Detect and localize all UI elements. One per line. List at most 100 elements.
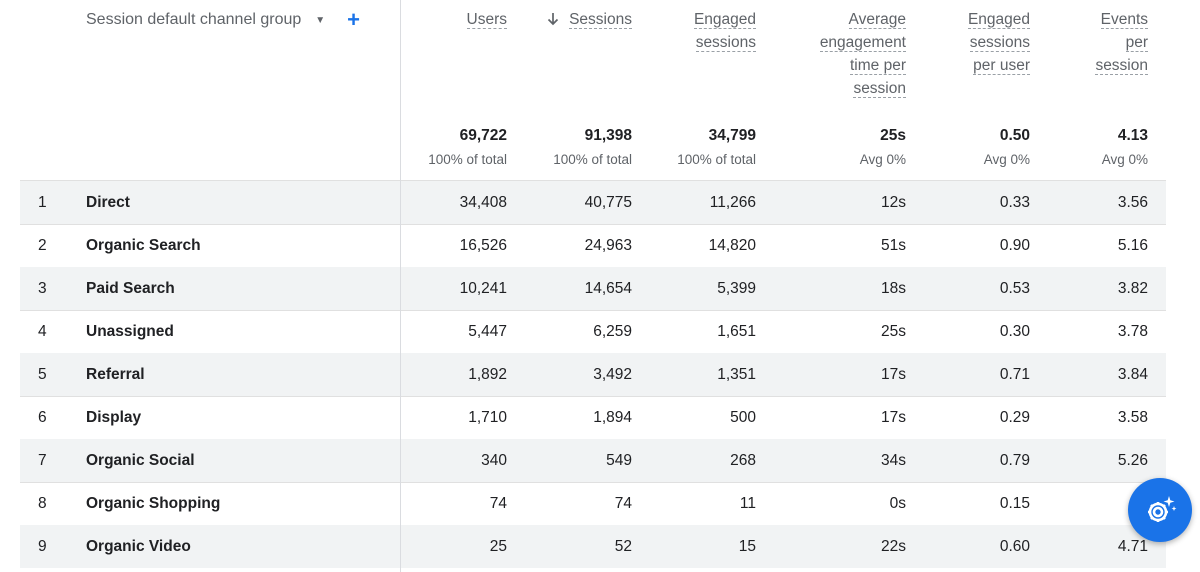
row-avg-engagement-time: 17s: [881, 366, 906, 383]
table-row[interactable]: 9 Organic Video 25 52 15 22s 0.60 4.71: [20, 525, 1166, 568]
row-sessions: 24,963: [584, 237, 632, 254]
total-events-per-session: 4.13 Avg 0%: [1102, 126, 1148, 168]
header-eps-line-3: session: [1095, 57, 1148, 75]
row-sessions: 14,654: [584, 280, 632, 297]
header-engaged-line-2: sessions: [695, 34, 756, 52]
row-channel: Unassigned: [86, 323, 174, 340]
row-channel: Direct: [86, 194, 130, 211]
row-sessions: 40,775: [584, 194, 632, 211]
header-eps-line-2: per: [1125, 34, 1148, 52]
header-avg-line-1: Average: [848, 11, 906, 29]
total-avg-sub: Avg 0%: [859, 152, 906, 167]
header-engaged-line-1: Engaged: [693, 11, 756, 29]
total-engaged-value: 34,799: [708, 127, 756, 144]
plus-icon[interactable]: +: [347, 7, 361, 32]
dimension-label: Session default channel group: [86, 11, 302, 28]
row-events-per-session: 3.56: [1117, 194, 1148, 211]
row-index: 9: [38, 538, 47, 555]
header-epu-line-2: sessions: [969, 34, 1030, 52]
row-engaged-per-user: 0.30: [999, 323, 1030, 340]
row-sessions: 3,492: [593, 366, 632, 383]
row-index: 8: [38, 495, 47, 512]
row-channel: Display: [86, 409, 142, 426]
row-engaged-per-user: 0.29: [999, 409, 1030, 426]
total-eps-value: 4.13: [1117, 127, 1148, 144]
row-events-per-session: 5.26: [1117, 452, 1148, 469]
row-index: 1: [38, 194, 47, 211]
row-index: 3: [38, 280, 47, 297]
header-avg-engagement-time[interactable]: Average engagement time per session: [819, 8, 906, 100]
row-engaged-per-user: 0.33: [999, 194, 1030, 211]
row-engaged-per-user: 0.53: [999, 280, 1030, 297]
table-row[interactable]: 5 Referral 1,892 3,492 1,351 17s 0.71 3.…: [20, 353, 1166, 396]
table-row[interactable]: 1 Direct 34,408 40,775 11,266 12s 0.33 3…: [20, 181, 1166, 224]
row-avg-engagement-time: 0s: [889, 495, 906, 512]
total-engaged-sessions: 34,799 100% of total: [677, 126, 756, 168]
row-sessions: 52: [614, 538, 632, 555]
row-events-per-session: 3.58: [1117, 409, 1148, 426]
row-avg-engagement-time: 22s: [881, 538, 906, 555]
row-channel: Organic Shopping: [86, 495, 221, 512]
row-avg-engagement-time: 34s: [881, 452, 906, 469]
settings-sparkle-icon[interactable]: [1128, 478, 1192, 542]
total-sessions-sub: 100% of total: [553, 152, 632, 167]
dimension-header[interactable]: Session default channel group ▼ +: [86, 7, 361, 32]
row-users: 34,408: [459, 194, 507, 211]
header-eps-line-1: Events: [1100, 11, 1148, 29]
row-events-per-session: 3.84: [1117, 366, 1148, 383]
header-epu-line-1: Engaged: [967, 11, 1030, 29]
header-engaged-sessions[interactable]: Engaged sessions: [693, 8, 756, 54]
row-users: 340: [481, 452, 507, 469]
table-row[interactable]: 4 Unassigned 5,447 6,259 1,651 25s 0.30 …: [20, 310, 1166, 353]
row-engaged-sessions: 1,651: [717, 323, 756, 340]
table-row[interactable]: 7 Organic Social 340 549 268 34s 0.79 5.…: [20, 439, 1166, 482]
row-users: 5,447: [468, 323, 507, 340]
table-row[interactable]: 8 Organic Shopping 74 74 11 0s 0.15 3.: [20, 482, 1166, 525]
header-users[interactable]: Users: [466, 8, 507, 31]
row-engaged-per-user: 0.60: [999, 538, 1030, 555]
row-events-per-session: 3.82: [1117, 280, 1148, 297]
total-epu-sub: Avg 0%: [983, 152, 1030, 167]
row-divider: [20, 396, 1166, 397]
header-avg-line-4: session: [853, 80, 906, 98]
row-engaged-sessions: 268: [730, 452, 756, 469]
header-events-per-session[interactable]: Events per session: [1095, 8, 1148, 77]
total-engaged-sub: 100% of total: [677, 152, 756, 167]
row-index: 6: [38, 409, 47, 426]
row-engaged-sessions: 1,351: [717, 366, 756, 383]
row-avg-engagement-time: 18s: [881, 280, 906, 297]
row-events-per-session: 4.71: [1117, 538, 1148, 555]
row-users: 25: [489, 538, 507, 555]
table-row[interactable]: 6 Display 1,710 1,894 500 17s 0.29 3.58: [20, 396, 1166, 439]
row-index: 4: [38, 323, 47, 340]
table-row[interactable]: 2 Organic Search 16,526 24,963 14,820 51…: [20, 224, 1166, 267]
row-users: 74: [489, 495, 507, 512]
row-avg-engagement-time: 12s: [881, 194, 906, 211]
header-divider: [20, 180, 1166, 181]
row-engaged-sessions: 5,399: [717, 280, 756, 297]
row-users: 10,241: [459, 280, 507, 297]
row-users: 1,710: [468, 409, 507, 426]
row-engaged-sessions: 14,820: [708, 237, 756, 254]
table-row[interactable]: 3 Paid Search 10,241 14,654 5,399 18s 0.…: [20, 267, 1166, 310]
header-sessions[interactable]: Sessions: [547, 8, 632, 31]
row-index: 5: [38, 366, 47, 383]
row-avg-engagement-time: 17s: [881, 409, 906, 426]
header-engaged-per-user[interactable]: Engaged sessions per user: [967, 8, 1030, 77]
report-table: Session default channel group ▼ + Users …: [20, 0, 1166, 572]
total-sessions: 91,398 100% of total: [553, 126, 632, 168]
total-users-sub: 100% of total: [428, 152, 507, 167]
header-users-line: Users: [466, 11, 507, 29]
header-sessions-line: Sessions: [569, 11, 632, 29]
row-divider: [20, 482, 1166, 483]
total-users: 69,722 100% of total: [428, 126, 507, 168]
row-users: 1,892: [468, 366, 507, 383]
row-engaged-sessions: 11,266: [709, 194, 756, 211]
row-avg-engagement-time: 25s: [881, 323, 906, 340]
total-epu-value: 0.50: [999, 127, 1030, 144]
row-engaged-per-user: 0.90: [999, 237, 1030, 254]
row-engaged-sessions: 500: [730, 409, 756, 426]
row-sessions: 1,894: [593, 409, 632, 426]
row-events-per-session: 3.78: [1117, 323, 1148, 340]
caret-down-icon[interactable]: ▼: [315, 14, 326, 26]
